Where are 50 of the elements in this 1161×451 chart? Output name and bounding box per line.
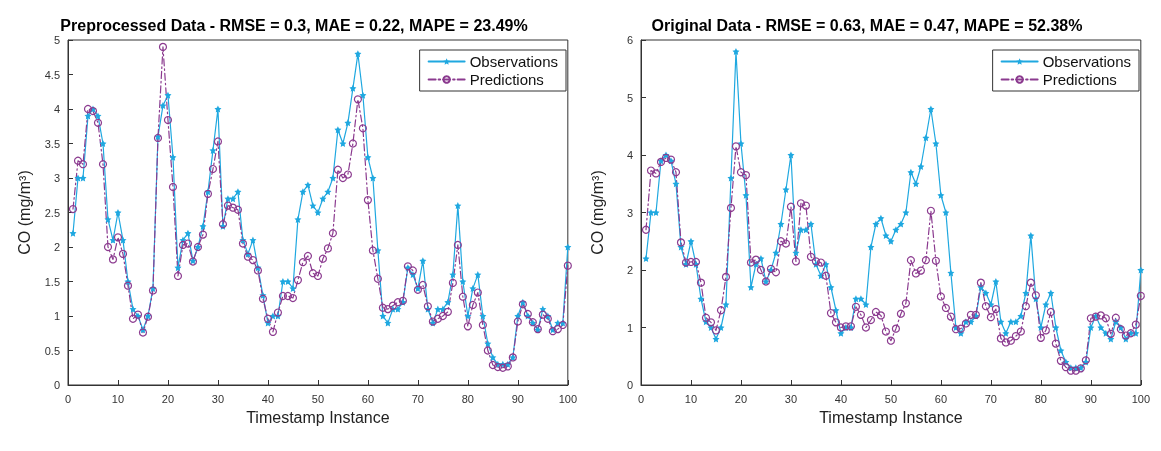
x-tick-label: 60 [934,392,948,405]
x-axis-title: Timestamp Instance [819,408,963,426]
y-tick-label: 2.5 [44,206,60,219]
y-tick-label: 2 [626,264,633,276]
chart-title: Original Data - RMSE = 0.63, MAE = 0.47, MAPE = 52.38% [651,16,1083,34]
x-tick-label: 100 [1131,392,1150,405]
y-tick-label: 0.5 [44,344,60,357]
x-tick-label: 90 [511,392,524,405]
x-tick-label: 70 [411,392,424,405]
y-tick-label: 3 [53,172,60,184]
y-tick-label: 2 [53,241,60,253]
y-tick-label: 0 [53,379,60,391]
x-tick-label: 80 [1034,392,1047,405]
x-tick-label: 40 [834,392,848,405]
x-tick-label: 40 [261,392,275,405]
y-tick-label: 0 [626,379,633,391]
x-tick-label: 30 [784,392,798,405]
x-axis-title: Timestamp Instance [246,408,390,426]
y-axis-title: CO (mg/m³) [588,170,606,255]
y-axis-title: CO (mg/m³) [15,170,33,255]
x-tick-label: 60 [361,392,375,405]
y-tick-label: 4 [53,103,60,115]
legend-label: Predictions [1042,71,1117,88]
y-tick-label: 6 [626,34,633,46]
chart-title: Preprocessed Data - RMSE = 0.3, MAE = 0.22, MAPE = 23.49% [60,16,528,34]
x-tick-label: 0 [637,392,645,405]
x-tick-label: 20 [734,392,748,405]
y-tick-label: 4.5 [44,68,60,81]
y-tick-label: 1.5 [44,275,60,288]
x-tick-label: 10 [111,392,125,405]
x-tick-label: 90 [1084,392,1097,405]
x-tick-label: 30 [211,392,225,405]
y-tick-label: 3.5 [44,137,60,150]
x-tick-label: 10 [684,392,698,405]
y-tick-label: 1 [626,321,633,334]
legend-label: Observations [1042,53,1131,70]
y-tick-label: 3 [626,206,633,219]
y-tick-label: 5 [53,34,60,46]
x-tick-label: 100 [558,392,577,405]
y-tick-label: 5 [626,91,633,104]
y-tick-label: 1 [53,310,60,322]
x-tick-label: 0 [64,392,72,405]
x-tick-label: 80 [461,392,474,405]
x-tick-label: 70 [984,392,997,405]
x-tick-label: 50 [884,392,898,405]
x-tick-label: 20 [161,392,175,405]
x-tick-label: 50 [311,392,325,405]
y-tick-label: 4 [626,149,633,161]
legend-label: Predictions [469,71,544,88]
legend-label: Observations [469,53,558,70]
